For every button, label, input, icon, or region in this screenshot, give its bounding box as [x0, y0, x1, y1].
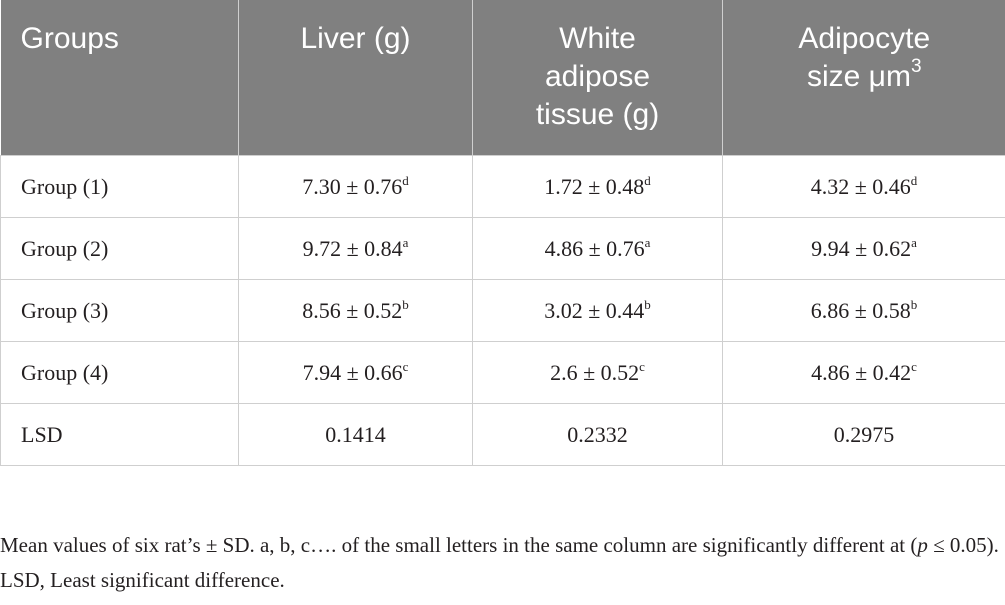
value-cell: 0.2332 — [472, 403, 723, 466]
cell-value: 8.56 ± 0.52 — [302, 297, 403, 323]
cell-superscript: a — [644, 234, 651, 250]
value-cell: 3.02 ± 0.44b — [472, 279, 723, 342]
cell-superscript: c — [639, 358, 645, 374]
data-table: Groups Liver (g) White adipose tissue (g… — [0, 0, 1005, 466]
table-row: LSD 0.1414 0.2332 0.2975 — [0, 403, 1005, 466]
cell-value: 0.1414 — [325, 421, 386, 447]
row-label-cell: LSD — [0, 403, 239, 466]
cell-superscript: a — [402, 234, 409, 250]
footnote-italic: p — [917, 533, 928, 557]
table-body: Group (1) 7.30 ± 0.76d 1.72 ± 0.48d 4.32 ± … — [0, 155, 1005, 466]
cell-superscript: d — [402, 172, 409, 188]
table-row: Group (2) 9.72 ± 0.84a 4.86 ± 0.76a 9.94 ± … — [0, 217, 1005, 280]
footnote-text: Mean values of six rat’s ± SD. a, b, c….… — [0, 533, 918, 557]
value-cell: 8.56 ± 0.52b — [238, 279, 473, 342]
table-row: Group (1) 7.30 ± 0.76d 1.72 ± 0.48d 4.32 ± … — [0, 155, 1005, 218]
value-cell: 4.86 ± 0.76a — [472, 217, 723, 280]
cell-value: 2.6 ± 0.52 — [550, 359, 640, 385]
cell-superscript: a — [911, 234, 917, 250]
header-cell: Liver (g) — [238, 0, 473, 156]
cell-value: 7.30 ± 0.76 — [302, 173, 403, 199]
cell-value: 7.94 ± 0.66 — [302, 359, 403, 385]
cell-superscript: b — [644, 296, 651, 312]
cell-value: 4.86 ± 0.76 — [544, 235, 645, 261]
value-cell: 4.32 ± 0.46d — [722, 155, 1005, 218]
value-cell: 9.72 ± 0.84a — [238, 217, 473, 280]
row-label: Group (3) — [21, 297, 109, 323]
row-label-cell: Group (4) — [0, 341, 239, 404]
row-label: Group (1) — [21, 173, 109, 199]
value-cell: 0.1414 — [238, 403, 473, 466]
header-cell: White adipose tissue (g) — [472, 0, 723, 156]
header-text: Groups — [20, 22, 119, 55]
row-label: LSD — [21, 421, 63, 447]
cell-superscript: c — [402, 358, 409, 374]
value-cell: 9.94 ± 0.62a — [722, 217, 1005, 280]
footnote: Mean values of six rat’s ± SD. a, b, c….… — [0, 528, 1000, 598]
cell-value: 6.86 ± 0.58 — [810, 297, 911, 323]
cell-value: 9.72 ± 0.84 — [302, 235, 403, 261]
header-superscript: 3 — [910, 56, 922, 77]
footnote-text: ≤ 0.05). LSD, Least significant differen… — [0, 533, 999, 592]
cell-superscript: d — [644, 172, 651, 188]
cell-value: 4.86 ± 0.42 — [811, 359, 912, 385]
cell-value: 4.32 ± 0.46 — [810, 173, 911, 199]
row-label: Group (2) — [21, 235, 109, 261]
cell-superscript: d — [910, 172, 918, 188]
header-text: Adipocyte size μm — [798, 22, 931, 93]
cell-value: 0.2975 — [833, 421, 895, 447]
table-row: Group (3) 8.56 ± 0.52b 3.02 ± 0.44b 6.86 ± … — [0, 279, 1005, 342]
cell-superscript: b — [402, 296, 409, 312]
value-cell: 2.6 ± 0.52c — [472, 341, 723, 404]
value-cell: 4.86 ± 0.42c — [722, 341, 1005, 404]
value-cell: 7.94 ± 0.66c — [238, 341, 473, 404]
cell-value: 3.02 ± 0.44 — [544, 297, 645, 323]
cell-value: 1.72 ± 0.48 — [544, 173, 645, 199]
value-cell: 6.86 ± 0.58b — [722, 279, 1005, 342]
header-text: Liver (g) — [300, 22, 411, 55]
header-cell: Groups — [0, 0, 239, 156]
cell-value: 0.2332 — [567, 421, 628, 447]
row-label: Group (4) — [21, 359, 109, 385]
value-cell: 0.2975 — [722, 403, 1005, 466]
header-text: White adipose tissue (g) — [535, 22, 660, 131]
value-cell: 1.72 ± 0.48d — [472, 155, 723, 218]
header-row: Groups Liver (g) White adipose tissue (g… — [0, 0, 1005, 156]
value-cell: 7.30 ± 0.76d — [238, 155, 473, 218]
cell-superscript: b — [910, 296, 918, 312]
row-label-cell: Group (1) — [0, 155, 239, 218]
header-cell: Adipocyte size μm3 — [722, 0, 1005, 156]
cell-superscript: c — [911, 358, 917, 374]
table-row: Group (4) 7.94 ± 0.66c 2.6 ± 0.52c 4.86 ± 0… — [0, 341, 1005, 404]
row-label-cell: Group (2) — [0, 217, 239, 280]
row-label-cell: Group (3) — [0, 279, 239, 342]
cell-value: 9.94 ± 0.62 — [811, 235, 912, 261]
